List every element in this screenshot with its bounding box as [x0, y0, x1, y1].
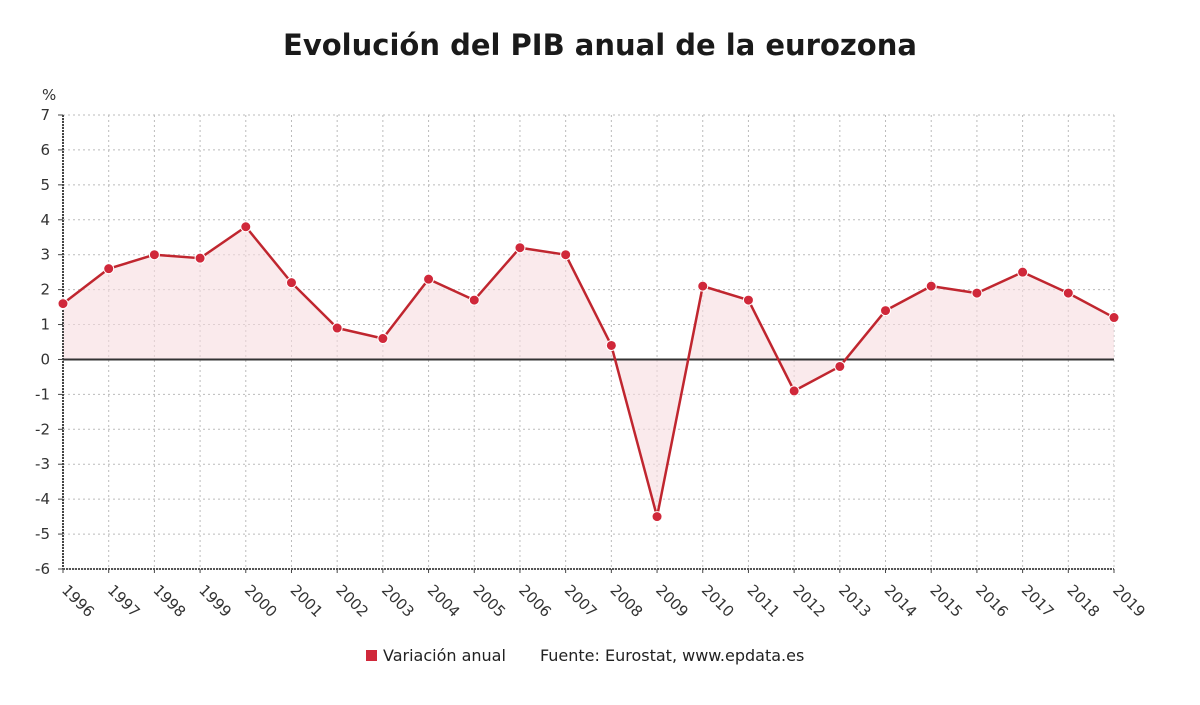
y-tick-label: -1	[35, 385, 50, 403]
data-point-1996	[57, 298, 69, 310]
x-tick-label: 2018	[1063, 581, 1103, 621]
chart-title: Evolución del PIB anual de la eurozona	[283, 28, 917, 62]
data-point-2000	[240, 221, 252, 233]
x-tick-label: 2007	[561, 581, 601, 621]
axes	[58, 114, 1115, 573]
data-point-2010	[697, 280, 709, 292]
area-fill	[63, 226, 1114, 517]
legend-swatch	[366, 650, 377, 661]
x-tick-label: 2004	[424, 581, 464, 621]
data-point-2016	[971, 287, 983, 299]
data-point-2006	[514, 242, 526, 254]
data-point-2018	[1062, 287, 1074, 299]
data-point-2017	[1017, 266, 1029, 278]
x-tick-label: 2000	[241, 581, 281, 621]
x-tick-label: 1998	[150, 581, 190, 621]
y-tick-label: 5	[40, 176, 50, 194]
y-tick-label: 2	[40, 281, 50, 299]
y-tick-label: 0	[40, 350, 50, 368]
data-point-2014	[880, 305, 892, 317]
data-point-2013	[834, 360, 846, 372]
x-tick-label: 2012	[789, 581, 829, 621]
source-note: Fuente: Eurostat, www.epdata.es	[539, 646, 805, 665]
x-tick-label: 1996	[58, 581, 98, 621]
data-point-2003	[377, 333, 389, 345]
data-point-2019	[1108, 312, 1120, 324]
series-area	[63, 226, 1114, 517]
x-tick-label: 2006	[515, 581, 555, 621]
y-axis-unit: %	[42, 86, 56, 104]
x-tick-label: 2010	[698, 581, 738, 621]
x-axis-labels: 1996 1997 1998 1999 2000 2001 2002 2003 2004 2005…	[58, 581, 1149, 621]
data-point-2005	[468, 294, 480, 306]
y-tick-label: 1	[40, 316, 50, 334]
data-point-2004	[423, 273, 435, 285]
x-tick-label: 2008	[607, 581, 647, 621]
y-tick-label: -4	[35, 490, 50, 508]
data-point-2012	[788, 385, 800, 397]
x-tick-label: 2017	[1018, 581, 1058, 621]
x-tick-label: 2016	[972, 581, 1012, 621]
x-tick-label: 1997	[104, 581, 144, 621]
data-point-2015	[925, 280, 937, 292]
y-tick-label: -6	[35, 560, 50, 578]
y-tick-label: -2	[35, 420, 50, 438]
data-point-2007	[560, 249, 572, 261]
x-tick-label: 2019	[1109, 581, 1149, 621]
y-tick-label: -5	[35, 525, 50, 543]
x-tick-label: 2013	[835, 581, 875, 621]
data-point-2008	[605, 339, 617, 351]
legend: Variación anual Fuente: Eurostat, www.ep…	[366, 646, 804, 665]
x-tick-label: 2015	[926, 581, 966, 621]
data-point-2009	[651, 511, 663, 523]
series-line-path	[62, 225, 1115, 518]
x-tick-label: 2009	[652, 581, 692, 621]
y-tick-label: -3	[35, 455, 50, 473]
y-tick-label: 7	[40, 106, 50, 124]
x-tick-label: 2001	[287, 581, 327, 621]
data-point-1999	[194, 252, 206, 264]
y-tick-label: 6	[40, 141, 50, 159]
data-point-2002	[331, 322, 343, 334]
y-axis-labels: 7 6 5 4 3 2 1 0 -1 -2 -3 -4 -5 -6	[35, 106, 50, 578]
data-point-1998	[148, 249, 160, 261]
x-tick-label: 2002	[332, 581, 372, 621]
y-tick-label: 3	[40, 246, 50, 264]
x-tick-label: 2005	[469, 581, 509, 621]
data-point-1997	[103, 263, 115, 275]
data-point-2011	[742, 294, 754, 306]
series-line	[62, 225, 1115, 518]
x-tick-label: 1999	[195, 581, 235, 621]
data-point-2001	[285, 277, 297, 289]
series-points	[57, 221, 1120, 523]
x-tick-label: 2011	[744, 581, 784, 621]
y-tick-label: 4	[40, 211, 50, 229]
x-tick-label: 2003	[378, 581, 418, 621]
legend-label: Variación anual	[383, 646, 506, 665]
x-tick-label: 2014	[881, 581, 921, 621]
